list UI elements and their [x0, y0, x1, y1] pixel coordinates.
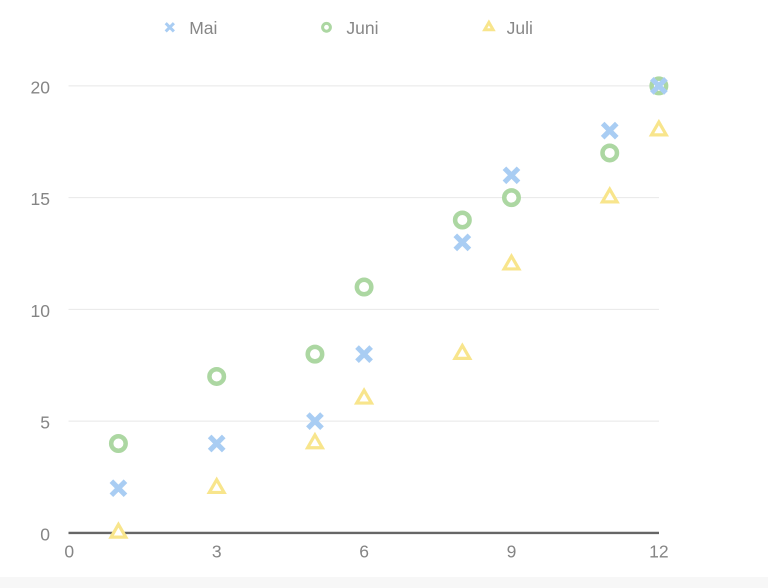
svg-text:15: 15 [31, 189, 50, 209]
svg-text:9: 9 [507, 542, 517, 562]
svg-text:0: 0 [40, 524, 50, 544]
svg-text:Juni: Juni [346, 18, 378, 38]
svg-text:12: 12 [649, 542, 668, 562]
svg-text:Mai: Mai [189, 18, 217, 38]
svg-text:6: 6 [359, 542, 369, 562]
svg-text:3: 3 [212, 542, 222, 562]
svg-text:20: 20 [31, 77, 51, 97]
svg-text:Juli: Juli [507, 18, 533, 38]
svg-text:10: 10 [31, 301, 51, 321]
svg-text:5: 5 [40, 413, 50, 433]
svg-text:0: 0 [64, 542, 74, 562]
